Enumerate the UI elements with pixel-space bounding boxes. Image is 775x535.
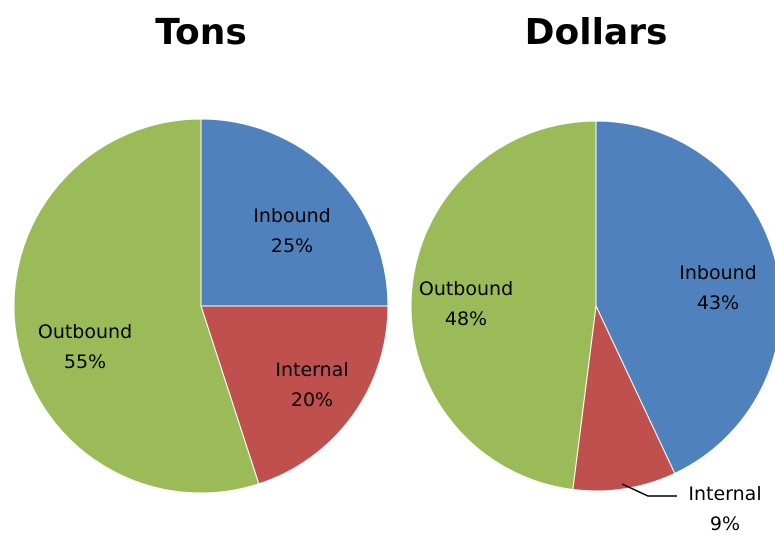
slice-category-label-outbound: Outbound [38, 321, 132, 343]
slice-category-label-internal: Internal [275, 359, 348, 381]
slice-internal [572, 304, 676, 492]
pie-labels-tons: Inbound 25% Internal 20% Outbound 55% [38, 205, 349, 411]
pie-labels-dollars: Inbound 43% Internal 9% Outbound 48% [419, 262, 762, 535]
slice-category-label-inbound: Inbound [679, 262, 756, 284]
slice-percent-label-outbound: 48% [445, 308, 487, 330]
pie-chart-dollars: Dollars Inbound 43% Internal 9% Outbound 48% [410, 12, 775, 535]
pie-dollars [410, 120, 775, 492]
pie-tons [13, 118, 389, 494]
slice-inbound [200, 118, 389, 307]
slice-percent-label-inbound: 25% [271, 235, 313, 257]
leader-line-internal [621, 483, 677, 497]
chart-title-tons: Tons [155, 12, 247, 53]
slice-inbound [595, 120, 775, 475]
slice-outbound [13, 118, 260, 494]
slice-percent-label-internal: 9% [710, 513, 740, 535]
slice-category-label-outbound: Outbound [419, 278, 513, 300]
chart-title-dollars: Dollars [525, 12, 668, 53]
slice-percent-label-inbound: 43% [697, 292, 739, 314]
slice-outbound [410, 120, 597, 491]
pie-chart-tons: Tons Inbound 25% Internal 20% Outbound 55% [13, 12, 389, 494]
slice-percent-label-outbound: 55% [64, 351, 106, 373]
slice-percent-label-internal: 20% [291, 389, 333, 411]
slice-category-label-inbound: Inbound [253, 205, 330, 227]
slice-internal [200, 305, 389, 485]
slice-category-label-internal: Internal [688, 483, 761, 505]
